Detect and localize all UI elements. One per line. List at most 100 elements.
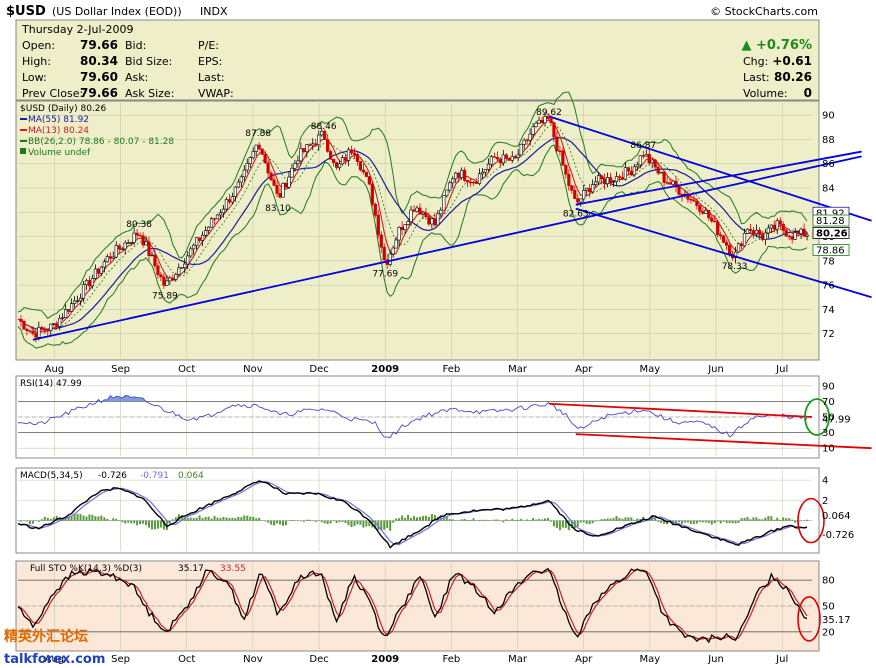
month-tick-label: Aug: [45, 654, 65, 665]
month-tick-label: Jun: [707, 654, 724, 665]
exchange: INDX: [200, 5, 228, 18]
candle-body: [671, 180, 675, 185]
macd-histogram-bar: [597, 520, 600, 522]
candle-body: [192, 244, 196, 250]
candle-body: [278, 193, 282, 198]
macd-signal-value: -0.791: [140, 471, 169, 481]
candle-body: [132, 232, 136, 243]
macd-histogram-bar: [350, 520, 353, 528]
candle-body: [72, 300, 77, 304]
macd-histogram-bar: [46, 517, 49, 521]
macd-histogram-bar: [746, 516, 749, 521]
macd-histogram-bar: [356, 520, 359, 525]
candle-body: [308, 144, 312, 146]
candle-body: [317, 134, 321, 146]
macd-histogram-bar: [496, 519, 499, 521]
candle-body: [504, 154, 508, 159]
right-value-box: [812, 227, 850, 239]
candle-body: [329, 151, 333, 160]
candle-body: [656, 166, 660, 174]
candle-body: [421, 212, 425, 215]
candle-body: [99, 266, 103, 274]
macd-histogram-bar: [150, 520, 153, 530]
eps-label: EPS:: [198, 55, 222, 68]
asksize-label: Ask Size:: [125, 87, 174, 100]
candle-body: [394, 239, 398, 249]
rsi-highlight-circle: [804, 398, 830, 436]
quote-date: Thursday 2-Jul-2009: [21, 23, 133, 36]
macd-histogram-bar: [121, 520, 124, 523]
macd-histogram-bar: [380, 520, 383, 531]
candle-body: [588, 188, 592, 193]
candle-body: [430, 218, 434, 225]
candle-body: [34, 333, 38, 338]
candle-body: [754, 229, 759, 234]
candle-body: [733, 251, 738, 259]
candle-body: [516, 154, 520, 158]
candle-body: [379, 234, 383, 248]
watermark: © StockCharts.com: [710, 5, 818, 18]
price-annotation: 75.89: [152, 291, 178, 301]
macd-histogram-bar: [165, 520, 168, 531]
macd-histogram-bar: [675, 520, 678, 523]
macd-histogram-bar: [386, 520, 389, 529]
candle-body: [206, 226, 211, 231]
candle-body: [436, 213, 440, 226]
macd-histogram-bar: [52, 517, 55, 521]
candle-body: [135, 232, 139, 236]
macd-histogram-bar: [520, 518, 523, 521]
watermark-cn: 精英外汇论坛: [4, 628, 88, 645]
macd-histogram-bar: [162, 520, 165, 530]
candle-body: [28, 330, 32, 332]
sto-title: Full STO %K(14,3) %D(3): [30, 564, 142, 574]
candle-body: [757, 229, 761, 236]
candle-body: [448, 182, 452, 191]
macd-histogram-bar: [180, 514, 183, 521]
macd-histogram-bar: [85, 516, 88, 521]
macd-histogram-bar: [329, 520, 332, 524]
month-tick-label: May: [640, 654, 661, 665]
macd-histogram-bar: [776, 517, 779, 521]
candle-body: [531, 126, 535, 135]
macd-histogram-bar: [410, 517, 413, 521]
last-value: 80.26: [774, 70, 812, 84]
macd-histogram-bar: [222, 517, 225, 521]
macd-histogram-bar: [493, 519, 496, 521]
candle-body: [558, 150, 562, 152]
macd-histogram-bar: [279, 520, 282, 525]
candle-body: [442, 195, 446, 211]
macd-histogram-bar: [678, 520, 681, 523]
candle-body: [201, 234, 205, 241]
candle-body: [561, 150, 565, 166]
candle-body: [382, 246, 386, 261]
candle-body: [748, 228, 753, 231]
macd-histogram-bar: [64, 518, 67, 521]
macd-histogram-bar: [719, 520, 722, 524]
candle-body: [513, 156, 517, 158]
candle-body: [296, 160, 300, 164]
macd-histogram-bar: [195, 517, 198, 521]
macd-histogram-bar: [156, 520, 159, 529]
candle-body: [471, 181, 476, 184]
candle-body: [153, 254, 157, 267]
macd-histogram-bar: [722, 520, 725, 522]
macd-histogram-bar: [594, 520, 597, 522]
macd-histogram-bar: [171, 519, 174, 521]
macd-panel: [15, 467, 820, 554]
candle-body: [778, 220, 782, 225]
month-tick-label: Oct: [178, 364, 195, 375]
candle-body: [745, 228, 750, 234]
candle-body: [498, 158, 502, 164]
candle-body: [198, 237, 202, 241]
macd-histogram-bar: [40, 519, 43, 521]
macd-histogram-bar: [368, 520, 371, 527]
candle-body: [468, 181, 473, 184]
candle-body: [406, 221, 410, 225]
last-label: Last:: [198, 71, 225, 84]
candle-body: [337, 163, 342, 168]
macd-histogram-bar: [478, 519, 481, 521]
macd-histogram-bar: [320, 520, 323, 523]
candle-body: [138, 234, 142, 237]
macd-histogram-bar: [91, 514, 94, 521]
y-tick-label: 4: [822, 476, 828, 487]
